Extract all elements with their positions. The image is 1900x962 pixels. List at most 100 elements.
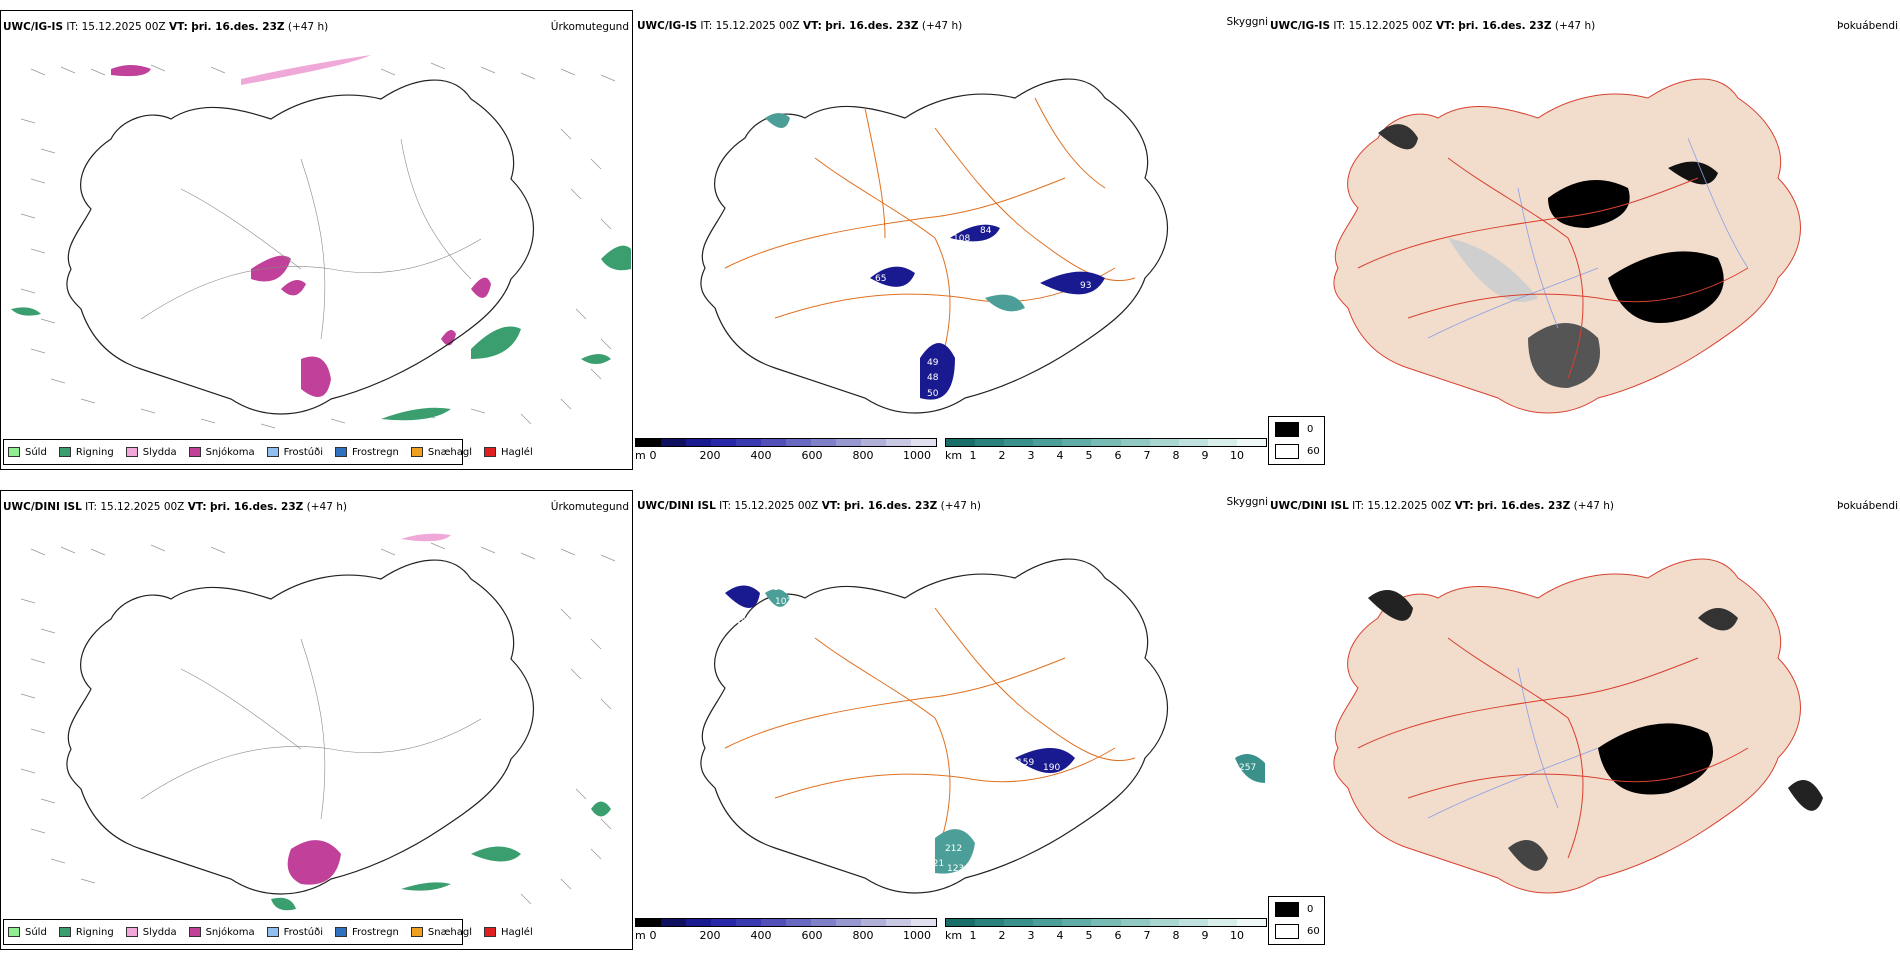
legend-label: Slydda — [142, 926, 177, 938]
legend-swatch — [410, 927, 423, 937]
lead-time: (+47 h) — [287, 21, 329, 33]
lead-time: (+47 h) — [306, 501, 347, 513]
legend-item-rigning: Rigning — [58, 447, 114, 458]
km-tick: 5 — [1085, 449, 1093, 462]
valid-time: þri. 16.des. 23Z — [1458, 20, 1552, 32]
cbar-segment — [1062, 919, 1092, 926]
vis-value: 257 — [1239, 763, 1256, 773]
cbar-segment — [811, 439, 836, 446]
wind-barbs — [20, 62, 616, 429]
precip-map — [20, 533, 616, 911]
km-bar-swatches — [945, 438, 1267, 447]
fog-legend-label: 60 — [1307, 926, 1320, 937]
height-tick: 400 — [750, 449, 772, 462]
vt-label: VT: — [821, 500, 841, 512]
vis-value: 71 — [1065, 313, 1076, 323]
fog-swatch — [1275, 444, 1299, 459]
iceland-outline — [700, 558, 1169, 894]
vt-label: VT: — [1435, 20, 1455, 32]
cbar-segment — [661, 439, 686, 446]
cbar-segment — [711, 919, 736, 926]
legend-item-sulid: Súld — [8, 927, 47, 938]
legend-swatch — [335, 927, 347, 937]
fog-title: Þokuábendi — [1837, 20, 1898, 32]
cbar-segment — [911, 919, 936, 926]
roads — [1357, 637, 1749, 859]
fog-map — [1333, 78, 1801, 414]
visibility-title: Skyggni — [1226, 16, 1269, 28]
height-tick: 600 — [801, 929, 823, 942]
roads — [1357, 157, 1749, 379]
cbar-segment — [761, 439, 786, 446]
km-tick: 4 — [1056, 929, 1064, 942]
legend-swatch — [125, 447, 138, 457]
vis-value: 190 — [1043, 763, 1060, 773]
legend-item-frostregn: Frostregn — [335, 447, 399, 458]
cbar-segment — [886, 439, 911, 446]
legend-item-frostudi: Frostúði — [266, 927, 323, 938]
cbar-segment — [861, 919, 886, 926]
height-colorbar: m 0 200 400 600 800 1000 — [635, 918, 937, 942]
legend-swatch — [188, 927, 201, 937]
km-colorbar: km 1 2 3 4 5 6 7 8 9 10 — [945, 438, 1267, 462]
vis-value: 139 — [1065, 806, 1082, 816]
visibility-fields — [765, 113, 1105, 400]
cbar-segment — [636, 439, 661, 446]
legend-label: Rigning — [75, 926, 114, 938]
iceland-land — [1333, 558, 1801, 894]
legend-swatch — [125, 927, 138, 937]
cbar-segment — [686, 439, 711, 446]
legend-item-snaehagl: Snæhagl — [410, 927, 472, 938]
km-tick: 2 — [998, 449, 1006, 462]
fog-panel: UWC/DINI ISL IT: 15.12.2025 00Z VT: þri.… — [1268, 490, 1900, 950]
cbar-segment — [636, 919, 661, 926]
precip-type-panel: UWC/IG-IS IT: 15.12.2025 00Z VT: þri. 16… — [0, 10, 633, 470]
height-tick: 0 — [649, 929, 657, 942]
km-tick: 9 — [1201, 449, 1209, 462]
legend-label: Súld — [25, 446, 47, 458]
legend-label: Frostregn — [352, 446, 399, 458]
km-tick: 7 — [1143, 449, 1151, 462]
fog-legend-label: 60 — [1307, 446, 1320, 457]
lead-time: (+47 h) — [1554, 20, 1596, 32]
cbar-segment — [1236, 919, 1267, 926]
km-tick: 5 — [1085, 929, 1093, 942]
init-time: IT: 15.12.2025 00Z — [66, 21, 166, 33]
legend-item-snaehagl: Snæhagl — [410, 447, 472, 458]
precip-title: Úrkomutegund — [550, 21, 629, 33]
legend-item-frostregn: Frostregn — [335, 927, 399, 938]
precip-legend: Súld Rigning Slydda Snjókoma Frostúði Fr… — [3, 919, 533, 945]
cbar-segment — [1091, 439, 1121, 446]
fog-swatch — [1275, 924, 1299, 939]
height-tick: 400 — [750, 929, 772, 942]
cbar-segment — [946, 919, 976, 926]
legend-item-sulid: Súld — [8, 447, 47, 458]
model-name: UWC/DINI ISL — [637, 500, 716, 512]
km-tick: 3 — [1027, 929, 1035, 942]
legend-swatch — [484, 927, 497, 937]
init-time: IT: 15.12.2025 00Z — [719, 500, 819, 512]
vis-value: 121 — [927, 859, 944, 869]
fog-legend-item: 0 — [1275, 902, 1313, 917]
vis-value: 56 — [907, 371, 919, 381]
precip-type-panel: UWC/DINI ISL IT: 15.12.2025 00Z VT: þri.… — [0, 490, 633, 950]
height-tick: 600 — [801, 449, 823, 462]
fog-legend-item: 0 — [1275, 422, 1313, 437]
row-ig-is: UWC/IG-IS IT: 15.12.2025 00Z VT: þri. 16… — [0, 10, 1900, 482]
vis-value: 159 — [1017, 758, 1034, 768]
cbar-segment — [861, 439, 886, 446]
fog-swatch — [1275, 422, 1299, 437]
rivers — [1427, 667, 1599, 819]
iceland-outline — [66, 559, 535, 895]
cbar-segment — [786, 919, 811, 926]
legend-swatch — [58, 927, 71, 937]
model-name: UWC/IG-IS — [637, 20, 698, 32]
cbar-segment — [1033, 439, 1063, 446]
vis-value: 123 — [947, 864, 964, 874]
panel-header: UWC/IG-IS IT: 15.12.2025 00Z VT: þri. 16… — [637, 20, 962, 32]
fog-legend-item: 60 — [1275, 444, 1320, 459]
visibility-map: 102 102 48 159 190 212 123 121 257 139 — [700, 558, 1265, 894]
height-bar-swatches — [635, 438, 937, 447]
km-bar-swatches — [945, 918, 1267, 927]
vis-value: 48 — [927, 373, 939, 383]
